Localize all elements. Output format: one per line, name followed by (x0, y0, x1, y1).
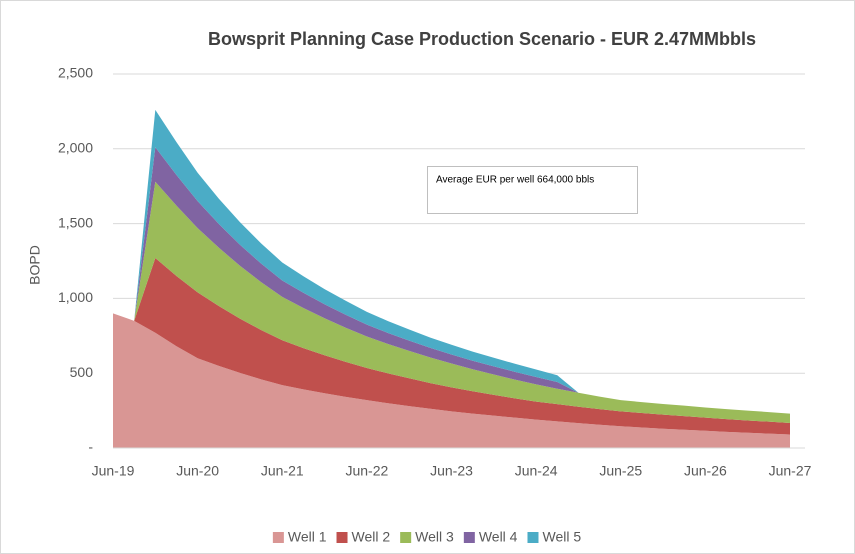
y-tick-label: - (88, 439, 93, 455)
x-tick-label: Jun-24 (515, 463, 558, 479)
x-tick-label: Jun-19 (92, 463, 135, 479)
area (113, 181, 790, 424)
legend-label: Well 2 (352, 529, 391, 545)
y-tick-label: 500 (70, 364, 94, 380)
legend-swatch (527, 532, 539, 543)
x-tick-label: Jun-23 (430, 463, 473, 479)
area (113, 313, 790, 448)
legend-swatch (400, 532, 412, 543)
legend-swatch (463, 532, 475, 543)
area (113, 109, 790, 414)
legend-label: Well 4 (479, 529, 518, 545)
annotation-box (427, 166, 638, 214)
x-tick-label: Jun-25 (599, 463, 642, 479)
legend-swatch (336, 532, 348, 543)
x-tick-label: Jun-26 (684, 463, 727, 479)
chart-title: Bowsprit Planning Case Production Scenar… (208, 29, 756, 49)
x-tick-label: Jun-20 (176, 463, 219, 479)
y-tick-label: 1,500 (58, 214, 93, 230)
y-tick-label: 2,000 (58, 140, 93, 156)
area (113, 258, 790, 435)
y-tick-label: 2,500 (58, 65, 93, 81)
x-tick-label: Jun-22 (345, 463, 388, 479)
legend-label: Well 3 (415, 529, 454, 545)
legend-swatch (272, 532, 284, 543)
x-tick-label: Jun-21 (261, 463, 304, 479)
legend-label: Well 1 (288, 529, 327, 545)
y-tick-label: 1,000 (58, 289, 93, 305)
area (113, 147, 790, 414)
y-axis-label: BOPD (27, 245, 43, 285)
annotation: Average EUR per well 664,000 bbls (436, 175, 594, 186)
legend-label: Well 5 (542, 529, 581, 545)
x-tick-label: Jun-27 (769, 463, 812, 479)
